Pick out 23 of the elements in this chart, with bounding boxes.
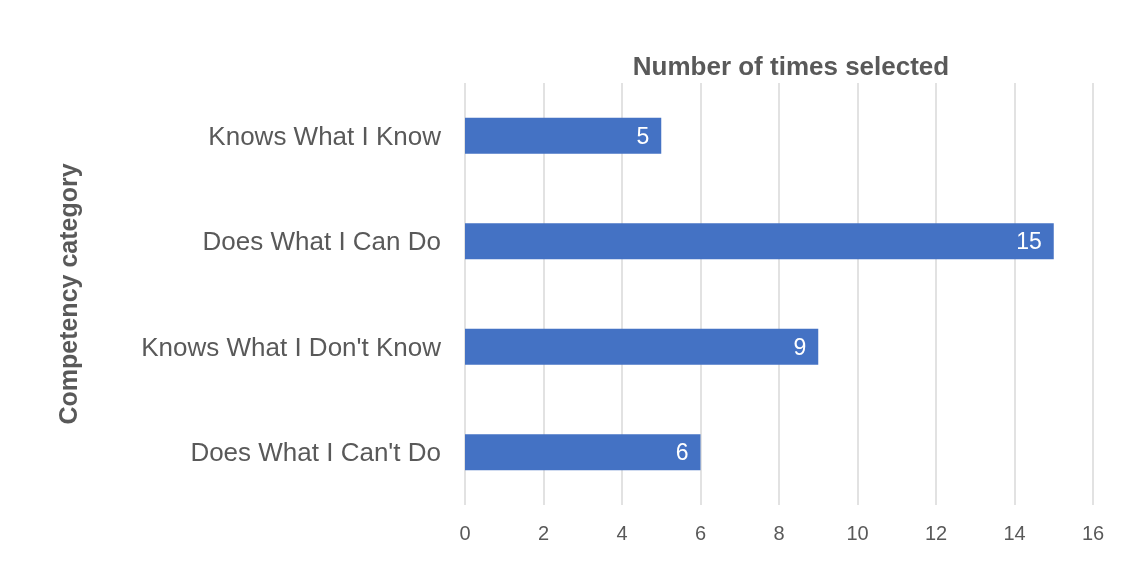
y-tick-label: Does What I Can't Do	[190, 437, 441, 468]
y-tick-label: Knows What I Know	[208, 120, 442, 151]
x-tick-label: 8	[773, 522, 785, 544]
y-axis-title: Competency category	[53, 163, 82, 425]
x-tick-label: 12	[924, 522, 948, 544]
bar	[465, 223, 1054, 260]
data-label: 15	[1016, 228, 1042, 255]
data-label: 5	[636, 122, 650, 149]
x-tick-label: 16	[1081, 522, 1105, 544]
x-tick-label: 6	[694, 522, 707, 544]
x-tick-label: 2	[537, 522, 550, 544]
data-label: 6	[675, 439, 689, 466]
x-tick-label: 14	[1003, 522, 1026, 544]
bar	[465, 328, 819, 365]
bar	[465, 434, 701, 471]
chart-title: Number of times selected	[632, 51, 950, 81]
x-tick-label: 0	[459, 522, 471, 544]
x-tick-label: 4	[616, 522, 628, 544]
y-tick-label: Knows What I Don't Know	[141, 331, 442, 362]
y-tick-label: Does What I Can Do	[202, 226, 441, 257]
bar	[465, 117, 662, 154]
x-tick-label: 10	[846, 522, 869, 544]
data-label: 9	[793, 333, 807, 360]
